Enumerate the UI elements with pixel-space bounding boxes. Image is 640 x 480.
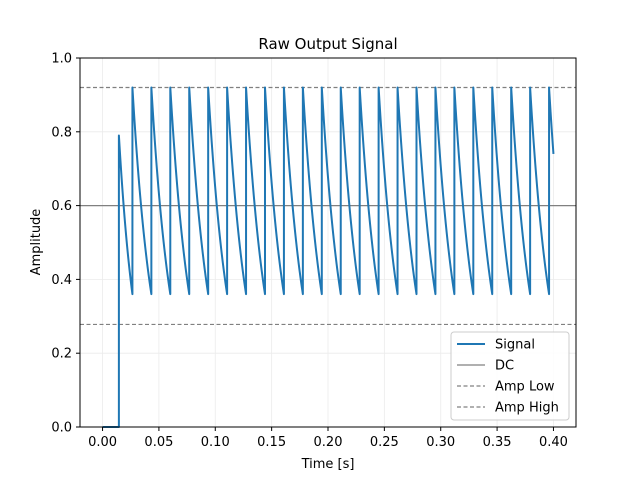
legend-label-2: Amp Low bbox=[495, 380, 555, 395]
chart-title: Raw Output Signal bbox=[258, 35, 397, 53]
x-axis-label: Time [s] bbox=[301, 457, 355, 472]
legend: Signal DC Amp Low Amp High bbox=[450, 331, 570, 421]
y-tick-label-4: 0.8 bbox=[51, 125, 72, 140]
x-tick-label-0: 0.00 bbox=[88, 435, 117, 450]
y-tick-label-2: 0.4 bbox=[51, 273, 72, 288]
legend-label-0: Signal bbox=[495, 338, 535, 353]
legend-box bbox=[450, 331, 570, 421]
x-tick-label-6: 0.30 bbox=[426, 435, 455, 450]
y-tick-label-1: 0.2 bbox=[51, 347, 72, 362]
legend-label-1: DC bbox=[495, 359, 514, 374]
y-tick-label-5: 1.0 bbox=[51, 52, 72, 67]
x-tick-label-5: 0.25 bbox=[370, 435, 399, 450]
y-axis-ticks: 0.0 0.2 0.4 0.6 0.8 1.0 bbox=[51, 52, 80, 436]
legend-label-3: Amp High bbox=[495, 401, 559, 416]
x-tick-label-2: 0.10 bbox=[201, 435, 230, 450]
y-tick-label-0: 0.0 bbox=[51, 421, 72, 436]
x-tick-label-1: 0.05 bbox=[144, 435, 173, 450]
x-axis-ticks: 0.00 0.05 0.10 0.15 0.20 0.25 0.30 0.35 0.40 bbox=[88, 427, 568, 450]
plot-lines bbox=[102, 86, 555, 428]
x-tick-label-7: 0.35 bbox=[483, 435, 512, 450]
x-tick-label-8: 0.40 bbox=[539, 435, 568, 450]
y-axis-label: Amplitude bbox=[29, 209, 44, 276]
x-tick-label-3: 0.15 bbox=[257, 435, 286, 450]
x-tick-label-4: 0.20 bbox=[314, 435, 343, 450]
y-tick-label-3: 0.6 bbox=[51, 199, 72, 214]
reference-lines bbox=[80, 86, 576, 326]
signal-line bbox=[102, 86, 555, 428]
